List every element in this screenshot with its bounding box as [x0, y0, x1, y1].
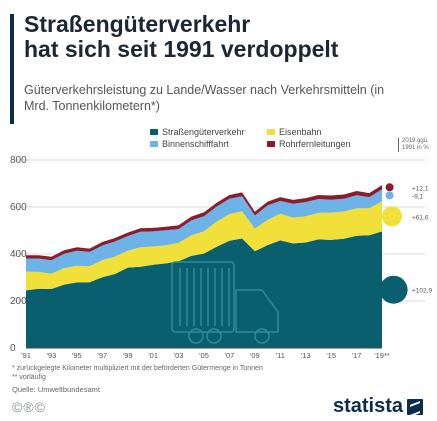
- change-note: 2019 ggü. 1991 in %: [398, 138, 429, 152]
- x-tick-label-13: '17: [352, 351, 362, 360]
- y-tick-label-200: 200: [10, 296, 27, 307]
- end-marker-3: [385, 183, 394, 192]
- area-series-3: [26, 185, 382, 261]
- statista-logo-icon: [407, 398, 423, 415]
- end-label-3: +12,1: [412, 185, 429, 192]
- legend-swatch-inland-waterway: [150, 141, 158, 147]
- y-tick-label-600: 600: [10, 202, 27, 213]
- x-tick-label-10: '11: [276, 351, 285, 360]
- area-series-2: [26, 189, 382, 274]
- legend-label-rail: Eisenbahn: [279, 127, 322, 137]
- area-series-1: [26, 201, 382, 291]
- end-label-2: -9,1: [412, 193, 424, 200]
- chart-subtitle: Güterverkehrsleistung zu Lande/Wasser na…: [24, 83, 385, 113]
- footnote-line-1: * zurückgelegte Kilometer multipliziert …: [12, 365, 263, 372]
- area-series-0: [26, 231, 382, 348]
- legend-label-pipeline: Rohrfernleitungen: [279, 139, 351, 149]
- y-tick-label-800: 800: [10, 155, 27, 166]
- statista-logo[interactable]: statista: [333, 395, 423, 418]
- x-tick-label-5: '01: [148, 351, 158, 360]
- x-tick-label-6: '03: [174, 351, 184, 360]
- legend-item-rail: Eisenbahn: [267, 127, 367, 137]
- x-tick-label-2: '95: [72, 351, 82, 360]
- source-text: Quelle: Umweltbundesamt: [12, 385, 100, 394]
- change-note-line-1: 2019 ggü.: [402, 138, 429, 144]
- title-accent-bar: [10, 14, 14, 124]
- stacked-area-chart: 0 200 400 600 800 '91 '93 '95 '97 '99 '01 '03 '05 '07…: [10, 155, 432, 360]
- end-label-1: +61,6: [412, 214, 429, 221]
- x-tick-label-12: '15: [326, 351, 336, 360]
- chart-legend: Straßengüterverkehr Eisenbahn Binnenschi…: [150, 127, 380, 149]
- legend-label-road: Straßengüterverkehr: [162, 127, 245, 137]
- x-tick-label-1: '93: [47, 351, 57, 360]
- end-label-0: +102,9: [412, 288, 432, 295]
- x-tick-label-11: '13: [301, 351, 311, 360]
- end-marker-1: [382, 206, 402, 227]
- end-marker-2: [385, 191, 394, 200]
- legend-item-road: Straßengüterverkehr: [150, 127, 267, 137]
- legend-swatch-pipeline: [267, 141, 275, 147]
- title-line-1: Straßengüterverkehr: [24, 11, 251, 37]
- x-tick-label-4: '99: [123, 351, 133, 360]
- change-note-line-2: 1991 in %: [402, 145, 429, 151]
- y-tick-label-400: 400: [10, 249, 27, 260]
- legend-label-inland-waterway: Binnenschifffahrt: [162, 139, 229, 149]
- brand-name: statista: [332, 395, 403, 417]
- x-tick-label-14: '19**: [374, 351, 390, 360]
- truck-illustration-icon: [171, 261, 279, 344]
- x-tick-label-7: '05: [199, 351, 209, 360]
- footnote: * zurückgelegte Kilometer multipliziert …: [12, 364, 432, 382]
- legend-swatch-rail: [267, 129, 275, 135]
- x-tick-label-8: '07: [225, 351, 235, 360]
- y-tick-label-0: 0: [10, 343, 16, 354]
- x-tick-label-9: '09: [250, 351, 260, 360]
- creative-commons-icon[interactable]: ©®©: [12, 399, 46, 415]
- x-tick-label-3: '97: [97, 351, 107, 360]
- page-title: Straßengüterverkehr hat sich seit 1991 v…: [24, 12, 429, 62]
- legend-item-pipeline: Rohrfernleitungen: [267, 139, 367, 149]
- legend-swatch-road: [150, 129, 158, 135]
- legend-item-inland-waterway: Binnenschifffahrt: [150, 139, 267, 149]
- x-tick-label-0: '91: [21, 351, 31, 360]
- end-marker-0: [379, 275, 408, 304]
- title-line-2: hat sich seit 1991 verdoppelt: [24, 36, 339, 62]
- footnote-line-2: ** vorläufig: [12, 374, 46, 381]
